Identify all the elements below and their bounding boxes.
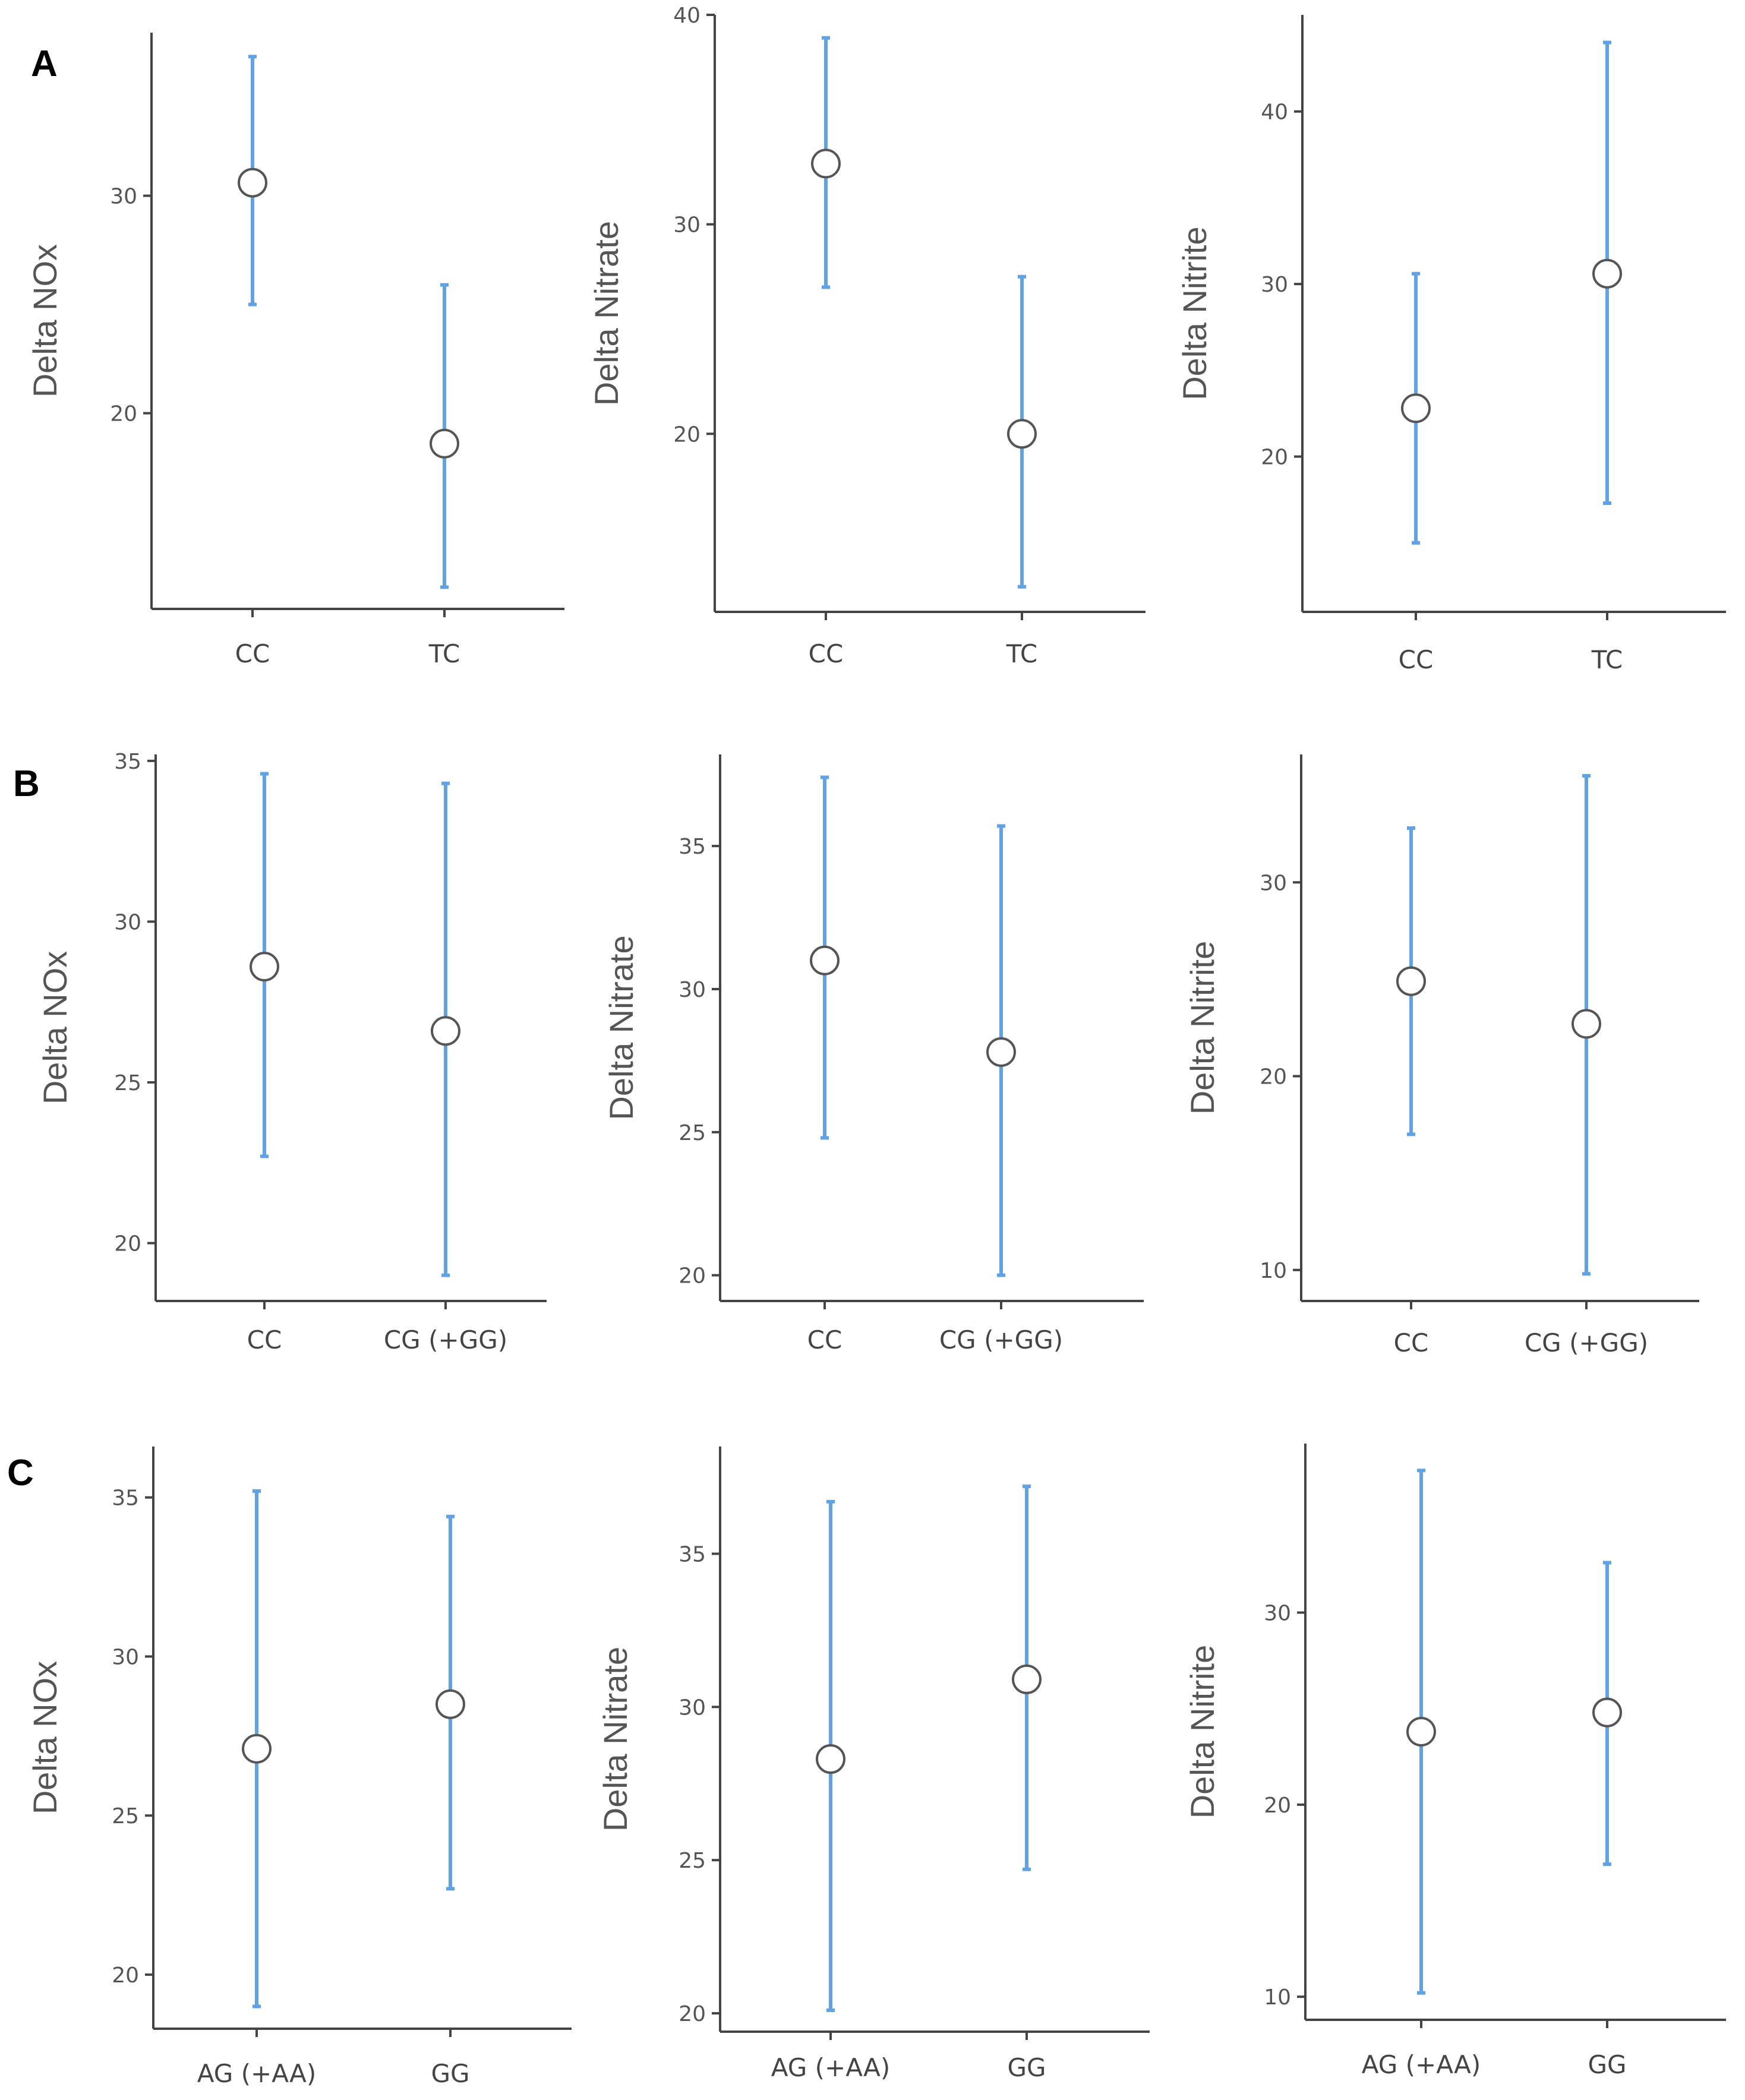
- x-category-label: TC: [1006, 639, 1038, 668]
- y-axis-title: Delta Nitrite: [1184, 1645, 1221, 1819]
- x-category-label: AG (+AA): [1362, 2050, 1481, 2079]
- y-axis-title: Delta Nitrite: [1184, 941, 1221, 1115]
- y-tick-label: 20: [112, 1963, 139, 1988]
- y-tick-label: 10: [1260, 1259, 1287, 1283]
- mean-point: [1396, 966, 1426, 996]
- mean-point: [250, 952, 279, 982]
- panel-label-c: C: [7, 1452, 34, 1493]
- chart-6: 10 20 30 Delta Nitrite CC CG (+GG): [1184, 754, 1699, 1357]
- y-axis-title: Delta Nitrite: [1176, 226, 1213, 400]
- chart-2: 20 30 40 Delta Nitrate CC TC: [588, 4, 1146, 668]
- plots-container: 20 30 Delta NOx CC TC 20 30 40 Delta Nitrate CC TC…: [26, 4, 1726, 2088]
- y-tick-label: 20: [1260, 1065, 1287, 1090]
- mean-point: [1406, 1717, 1436, 1747]
- y-tick-label: 40: [673, 4, 700, 28]
- y-tick-label: 25: [114, 1071, 141, 1095]
- chart-7: 20 25 30 35 Delta NOx AG (+AA) GG: [26, 1447, 572, 2088]
- y-tick-label: 30: [679, 1695, 706, 1720]
- x-category-label: CG (+GG): [1525, 1328, 1648, 1357]
- mean-point: [810, 945, 840, 975]
- panel-label-b: B: [13, 763, 40, 804]
- x-category-label: TC: [1591, 645, 1623, 674]
- y-tick-label: 35: [679, 835, 706, 859]
- y-axis-title: Delta NOx: [36, 951, 74, 1104]
- x-category-label: GG: [431, 2059, 469, 2088]
- y-tick-label: 25: [679, 1121, 706, 1145]
- mean-point: [1012, 1664, 1042, 1694]
- y-tick-label: 30: [110, 185, 137, 209]
- x-category-label: CC: [1394, 1328, 1429, 1357]
- mean-point: [811, 149, 841, 179]
- mean-point: [436, 1689, 465, 1719]
- x-category-label: CC: [809, 639, 844, 668]
- x-category-label: AG (+AA): [197, 2059, 316, 2088]
- x-category-label: CC: [247, 1325, 282, 1354]
- mean-point: [986, 1037, 1016, 1067]
- y-axis-title: Delta NOx: [26, 244, 64, 397]
- y-tick-label: 20: [1261, 446, 1288, 470]
- mean-point: [1007, 419, 1037, 449]
- y-axis-title: Delta Nitrate: [602, 935, 640, 1120]
- y-tick-label: 30: [679, 978, 706, 1002]
- x-category-label: GG: [1007, 2053, 1046, 2082]
- mean-point: [431, 1016, 460, 1046]
- y-tick-label: 30: [112, 1645, 139, 1669]
- y-tick-label: 35: [114, 750, 141, 774]
- x-category-label: CC: [235, 639, 270, 668]
- x-category-label: AG (+AA): [771, 2053, 890, 2082]
- y-tick-label: 30: [114, 910, 141, 934]
- y-tick-label: 30: [673, 213, 700, 238]
- chart-5: 20 25 30 35 Delta Nitrate CC CG (+GG): [602, 754, 1144, 1354]
- y-tick-label: 25: [112, 1804, 139, 1829]
- mean-point: [430, 428, 459, 459]
- mean-point: [242, 1733, 272, 1764]
- x-category-label: CC: [807, 1325, 842, 1354]
- y-tick-label: 35: [679, 1542, 706, 1567]
- y-axis-title: Delta NOx: [26, 1661, 64, 1814]
- mean-point: [238, 168, 267, 198]
- chart-8: 20 25 30 35 Delta Nitrate AG (+AA) GG: [597, 1447, 1150, 2082]
- y-tick-label: 35: [112, 1486, 139, 1511]
- mean-point: [1401, 393, 1431, 424]
- mean-point: [1572, 1009, 1601, 1039]
- y-tick-label: 40: [1261, 100, 1288, 125]
- y-tick-label: 20: [110, 402, 137, 427]
- y-tick-label: 20: [679, 1264, 706, 1289]
- y-tick-label: 30: [1260, 871, 1287, 895]
- y-tick-label: 30: [1261, 273, 1288, 297]
- y-tick-label: 20: [114, 1232, 141, 1256]
- chart-9: 10 20 30 Delta Nitrite AG (+AA) GG: [1184, 1444, 1726, 2079]
- y-axis-title: Delta Nitrate: [588, 221, 625, 406]
- mean-point: [816, 1744, 845, 1774]
- mean-point: [1592, 258, 1622, 289]
- x-category-label: CG (+GG): [384, 1325, 507, 1354]
- x-category-label: TC: [428, 639, 460, 668]
- y-tick-label: 20: [679, 2002, 706, 2026]
- mean-point: [1592, 1697, 1622, 1728]
- x-category-label: CC: [1399, 645, 1434, 674]
- y-tick-label: 20: [673, 422, 700, 447]
- y-tick-label: 30: [1264, 1602, 1291, 1626]
- y-tick-label: 20: [1264, 1793, 1291, 1818]
- chart-1: 20 30 Delta NOx CC TC: [26, 33, 564, 668]
- y-tick-label: 10: [1264, 1985, 1291, 2010]
- x-category-label: GG: [1588, 2050, 1626, 2079]
- y-tick-label: 25: [679, 1849, 706, 1873]
- chart-3: 20 30 40 Delta Nitrite CC TC: [1176, 15, 1726, 674]
- chart-4: 20 25 30 35 Delta NOx CC CG (+GG): [36, 750, 547, 1354]
- x-category-label: CG (+GG): [939, 1325, 1063, 1354]
- y-axis-title: Delta Nitrate: [597, 1647, 634, 1831]
- panel-label-a: A: [31, 43, 58, 84]
